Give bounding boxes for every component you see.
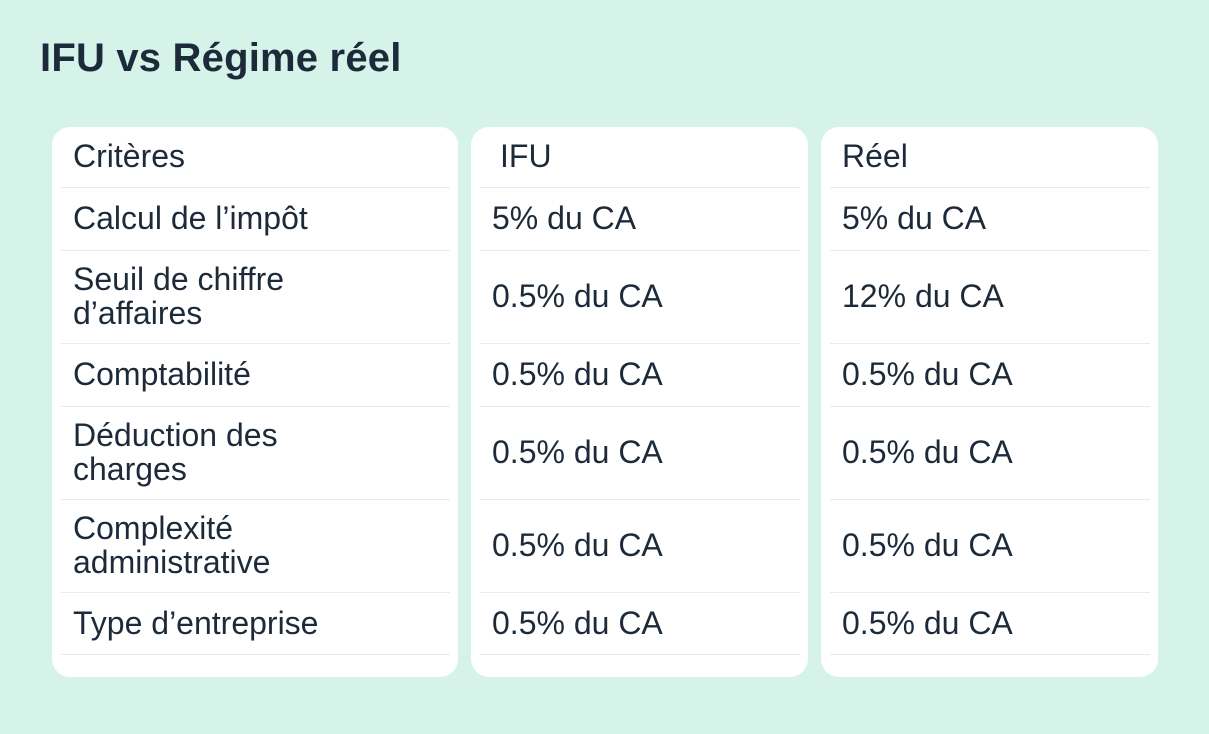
table-row: Complexité administrative: [61, 500, 450, 593]
value-cell: 0.5% du CA: [492, 356, 663, 393]
column-header-label: Réel: [842, 138, 908, 175]
value-cell: 0.5% du CA: [842, 356, 1013, 393]
comparison-table: Critères Calcul de l’impôt Seuil de chif…: [52, 127, 1158, 677]
table-row: Calcul de l’impôt: [61, 188, 450, 251]
column-header-criteres: Critères: [61, 127, 450, 188]
criteria-label: Comptabilité: [73, 356, 251, 393]
value-cell: 0.5% du CA: [842, 527, 1013, 564]
table-row: Comptabilité: [61, 344, 450, 407]
table-row: 5% du CA: [830, 188, 1150, 251]
column-card-ifu: IFU 5% du CA 0.5% du CA 0.5% du CA 0.5% …: [471, 127, 808, 677]
column-header-label: Critères: [73, 138, 186, 175]
column-card-reel: Réel 5% du CA 12% du CA 0.5% du CA 0.5% …: [821, 127, 1158, 677]
table-row: 0.5% du CA: [480, 407, 800, 500]
value-cell: 5% du CA: [492, 200, 637, 237]
criteria-label: Déduction des charges: [73, 417, 278, 487]
page-title: IFU vs Régime réel: [40, 36, 402, 80]
column-header-reel: Réel: [830, 127, 1150, 188]
table-row: 0.5% du CA: [830, 500, 1150, 593]
table-row: 0.5% du CA: [480, 251, 800, 344]
column-card-criteres: Critères Calcul de l’impôt Seuil de chif…: [52, 127, 458, 677]
table-row: 0.5% du CA: [480, 344, 800, 407]
table-row: Type d’entreprise: [61, 593, 450, 655]
table-row: 0.5% du CA: [830, 593, 1150, 655]
table-row: 0.5% du CA: [480, 593, 800, 655]
column-header-label: IFU: [500, 138, 552, 175]
value-cell: 0.5% du CA: [842, 434, 1013, 471]
value-cell: 0.5% du CA: [842, 604, 1013, 641]
value-cell: 0.5% du CA: [492, 527, 663, 564]
table-row: 0.5% du CA: [480, 500, 800, 593]
value-cell: 0.5% du CA: [492, 434, 663, 471]
value-cell: 5% du CA: [842, 200, 987, 237]
value-cell: 0.5% du CA: [492, 604, 663, 641]
criteria-label: Seuil de chiffre d’affaires: [73, 261, 285, 331]
table-row: 0.5% du CA: [830, 344, 1150, 407]
value-cell: 12% du CA: [842, 278, 1004, 315]
table-row: 5% du CA: [480, 188, 800, 251]
criteria-label: Calcul de l’impôt: [73, 200, 308, 237]
criteria-label: Type d’entreprise: [73, 604, 319, 641]
column-header-ifu: IFU: [480, 127, 800, 188]
criteria-label: Complexité administrative: [73, 510, 271, 580]
table-row: Déduction des charges: [61, 407, 450, 500]
value-cell: 0.5% du CA: [492, 278, 663, 315]
table-row: 0.5% du CA: [830, 407, 1150, 500]
table-row: 12% du CA: [830, 251, 1150, 344]
table-row: Seuil de chiffre d’affaires: [61, 251, 450, 344]
